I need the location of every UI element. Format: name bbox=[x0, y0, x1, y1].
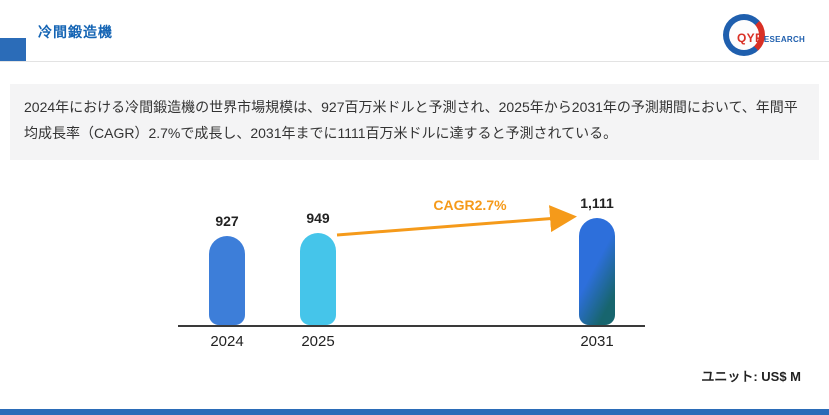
bar-value-label-2024: 927 bbox=[215, 213, 239, 229]
unit-label: ユニット: US$ M bbox=[701, 369, 801, 384]
x-axis-line bbox=[178, 325, 645, 327]
logo-text-primary: QYR bbox=[737, 31, 764, 45]
header-divider bbox=[0, 61, 829, 62]
summary-text: 2024年における冷間鍛造機の世界市場規模は、927百万米ドルと予測され、202… bbox=[24, 99, 798, 141]
x-axis-label-2025: 2025 bbox=[301, 333, 335, 350]
logo-text-secondary: ESEARCH bbox=[763, 35, 806, 44]
qyresearch-logo-icon bbox=[723, 14, 765, 56]
x-axis-label-2031: 2031 bbox=[580, 333, 614, 350]
x-axis-label-2024: 2024 bbox=[210, 333, 244, 350]
qyresearch-logo-text: QYRESEARCH bbox=[737, 31, 805, 45]
accent-block bbox=[0, 38, 26, 61]
page-title: 冷間鍛造機 bbox=[38, 24, 113, 40]
qyresearch-logo: QYRESEARCH bbox=[709, 12, 809, 58]
bar-value-label-2031: 1,111 bbox=[580, 195, 614, 211]
bar-2025 bbox=[300, 233, 336, 325]
bar-value-label-2025: 949 bbox=[306, 210, 330, 226]
footer-bar bbox=[0, 409, 829, 415]
bar-chart: CAGR2.7% 927 2024 949 2025 1,111 2031 bbox=[170, 190, 660, 355]
bar-2024 bbox=[209, 236, 245, 325]
cagr-annotation: CAGR2.7% bbox=[433, 197, 507, 213]
summary-box: 2024年における冷間鍛造機の世界市場規模は、927百万米ドルと予測され、202… bbox=[10, 84, 819, 160]
bar-2031 bbox=[579, 218, 615, 325]
